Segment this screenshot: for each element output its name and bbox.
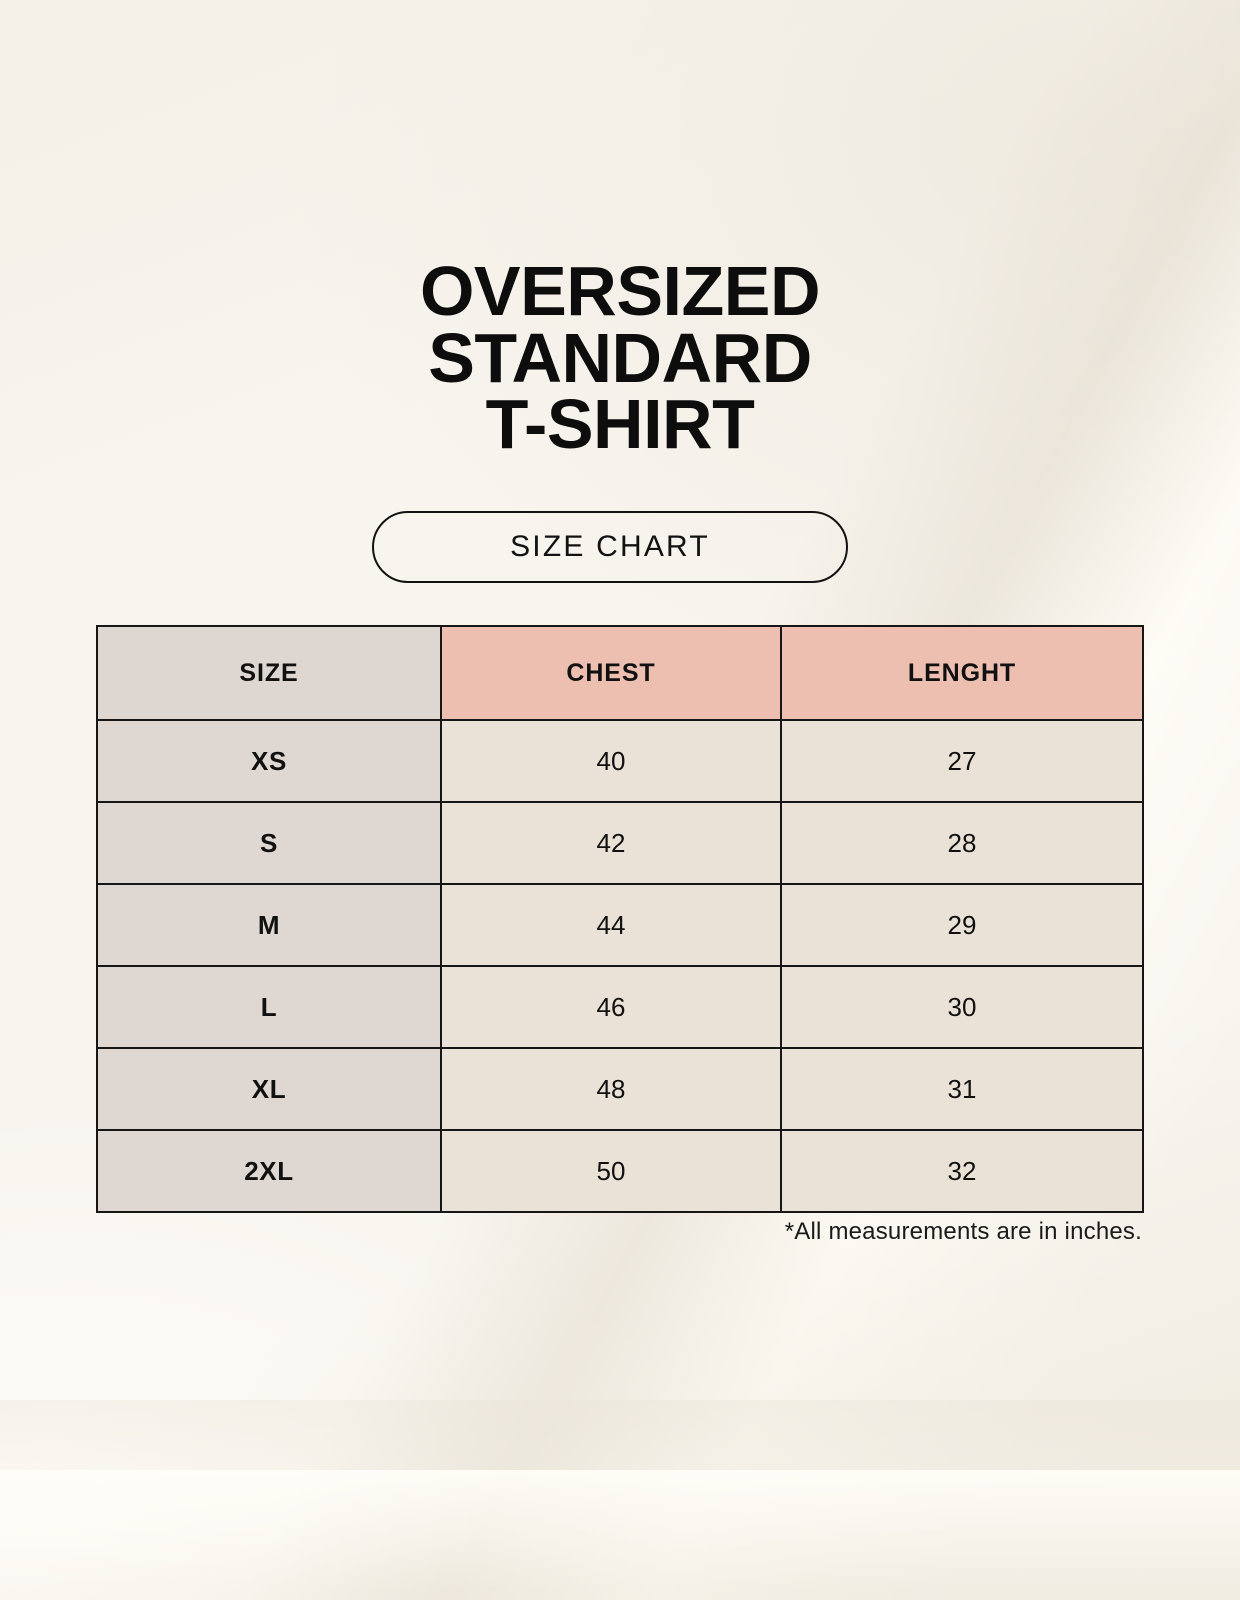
size-chart-badge: SIZE CHART xyxy=(372,511,848,583)
cell-length: 28 xyxy=(780,801,1144,885)
column-header-length: LENGHT xyxy=(780,625,1144,721)
table-row: XL 48 31 xyxy=(96,1047,1144,1131)
page-title-line-3: T-SHIRT xyxy=(485,385,755,463)
cell-length: 27 xyxy=(780,719,1144,803)
table-row: S 42 28 xyxy=(96,801,1144,885)
cell-chest: 42 xyxy=(440,801,782,885)
size-chart-badge-label: SIZE CHART xyxy=(510,530,710,563)
table-row: XS 40 27 xyxy=(96,719,1144,803)
cell-length: 32 xyxy=(780,1129,1144,1213)
size-table-body: XS 40 27 S 42 28 M 44 29 L 46 30 xyxy=(96,719,1144,1213)
page-title: OVERSIZED STANDARD T-SHIRT xyxy=(0,252,1240,463)
cell-size: L xyxy=(96,965,442,1049)
cell-chest: 46 xyxy=(440,965,782,1049)
cell-size: XL xyxy=(96,1047,442,1131)
page-title-line-1: OVERSIZED xyxy=(419,252,821,330)
table-row: 2XL 50 32 xyxy=(96,1129,1144,1213)
cell-chest: 44 xyxy=(440,883,782,967)
cell-chest: 50 xyxy=(440,1129,782,1213)
size-table-header: SIZE CHEST LENGHT xyxy=(96,625,1144,721)
column-header-chest: CHEST xyxy=(440,625,782,721)
size-table-container: SIZE CHEST LENGHT XS 40 27 S 42 28 M xyxy=(96,625,1144,1213)
measurement-units-note: *All measurements are in inches. xyxy=(784,1218,1142,1245)
column-header-size: SIZE xyxy=(96,625,442,721)
table-row: M 44 29 xyxy=(96,883,1144,967)
cell-size: S xyxy=(96,801,442,885)
cell-size: 2XL xyxy=(96,1129,442,1213)
size-table: SIZE CHEST LENGHT XS 40 27 S 42 28 M xyxy=(96,625,1144,1213)
cell-length: 29 xyxy=(780,883,1144,967)
table-header-row: SIZE CHEST LENGHT xyxy=(96,625,1144,721)
cell-length: 30 xyxy=(780,965,1144,1049)
cell-size: XS xyxy=(96,719,442,803)
cell-length: 31 xyxy=(780,1047,1144,1131)
table-row: L 46 30 xyxy=(96,965,1144,1049)
page-title-line-2: STANDARD xyxy=(428,318,812,397)
cell-chest: 40 xyxy=(440,719,782,803)
cell-size: M xyxy=(96,883,442,967)
cell-chest: 48 xyxy=(440,1047,782,1131)
